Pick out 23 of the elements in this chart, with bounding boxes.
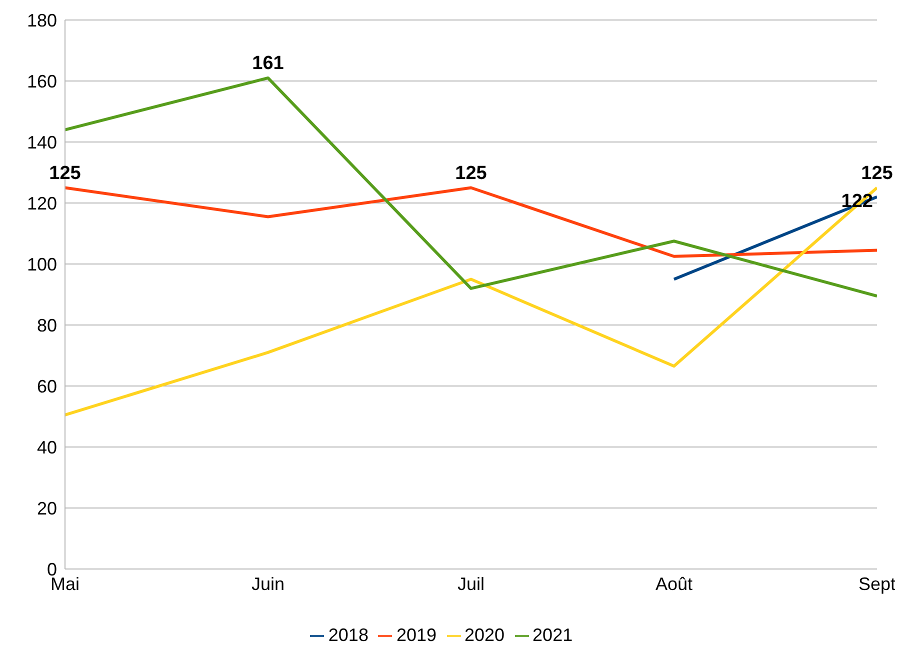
data-label: 161 — [252, 52, 284, 74]
y-tick-label: 100 — [26, 254, 57, 274]
y-tick-label: 160 — [26, 71, 57, 92]
legend-label: 2020 — [464, 625, 505, 645]
legend-label: 2019 — [396, 625, 436, 645]
legend-label: 2018 — [328, 625, 368, 645]
y-tick-label: 140 — [26, 132, 57, 152]
legend-label: 2021 — [532, 625, 573, 645]
x-tick-label: Juil — [457, 574, 485, 594]
y-tick-label: 120 — [26, 193, 57, 214]
data-label: 125 — [49, 162, 82, 184]
x-tick-label: Août — [655, 574, 693, 594]
y-tick-label: 20 — [36, 498, 57, 518]
line-series — [65, 186, 877, 258]
y-tick-label: 180 — [26, 10, 57, 30]
data-label: 125 — [455, 162, 488, 184]
data-label: 125 — [861, 162, 894, 184]
x-tick-label: Juin — [251, 574, 285, 594]
y-tick-label: 40 — [36, 437, 57, 458]
line-series — [65, 186, 877, 416]
y-tick-label: 80 — [36, 315, 57, 336]
x-tick-label: Sept — [858, 574, 896, 594]
y-tick-label: 60 — [36, 376, 57, 396]
